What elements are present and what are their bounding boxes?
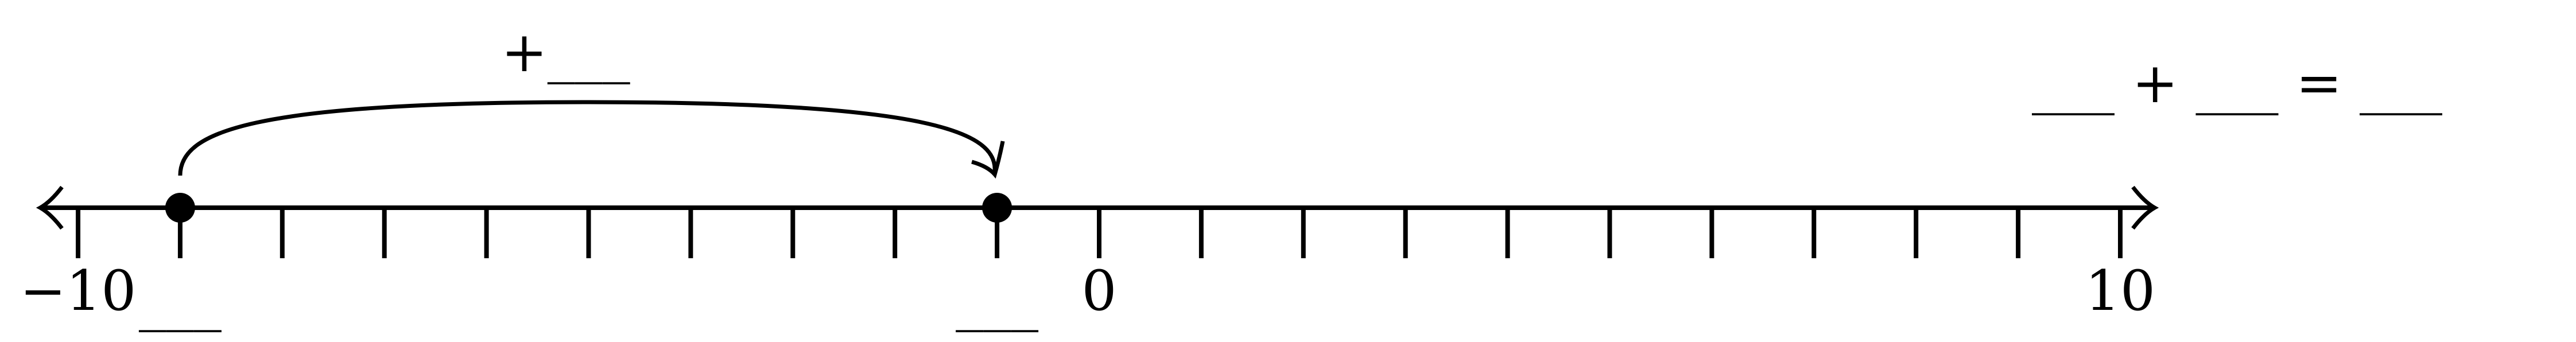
plotted-point (982, 193, 1012, 223)
point-answer-blank: ___ (956, 268, 1038, 332)
point-group (165, 193, 1012, 223)
equation-text: ___ + ___ = ___ (2032, 51, 2442, 115)
tick-label: 10 (2085, 259, 2155, 323)
tick-label: −10 (20, 259, 137, 323)
jump-arc (178, 100, 997, 176)
tick-label: 0 (1081, 259, 1116, 323)
jump-label: +___ (501, 20, 630, 84)
plotted-point (165, 193, 195, 223)
point-answer-blank: ___ (139, 268, 222, 332)
jump-arrowhead (971, 141, 1005, 179)
point-blank-group: ___ ___ (139, 268, 1038, 332)
tick-label-group: −10 0 10 (20, 259, 2155, 323)
right-arrowhead (2131, 185, 2159, 230)
tick-group (76, 208, 2123, 258)
left-arrowhead (36, 185, 64, 230)
